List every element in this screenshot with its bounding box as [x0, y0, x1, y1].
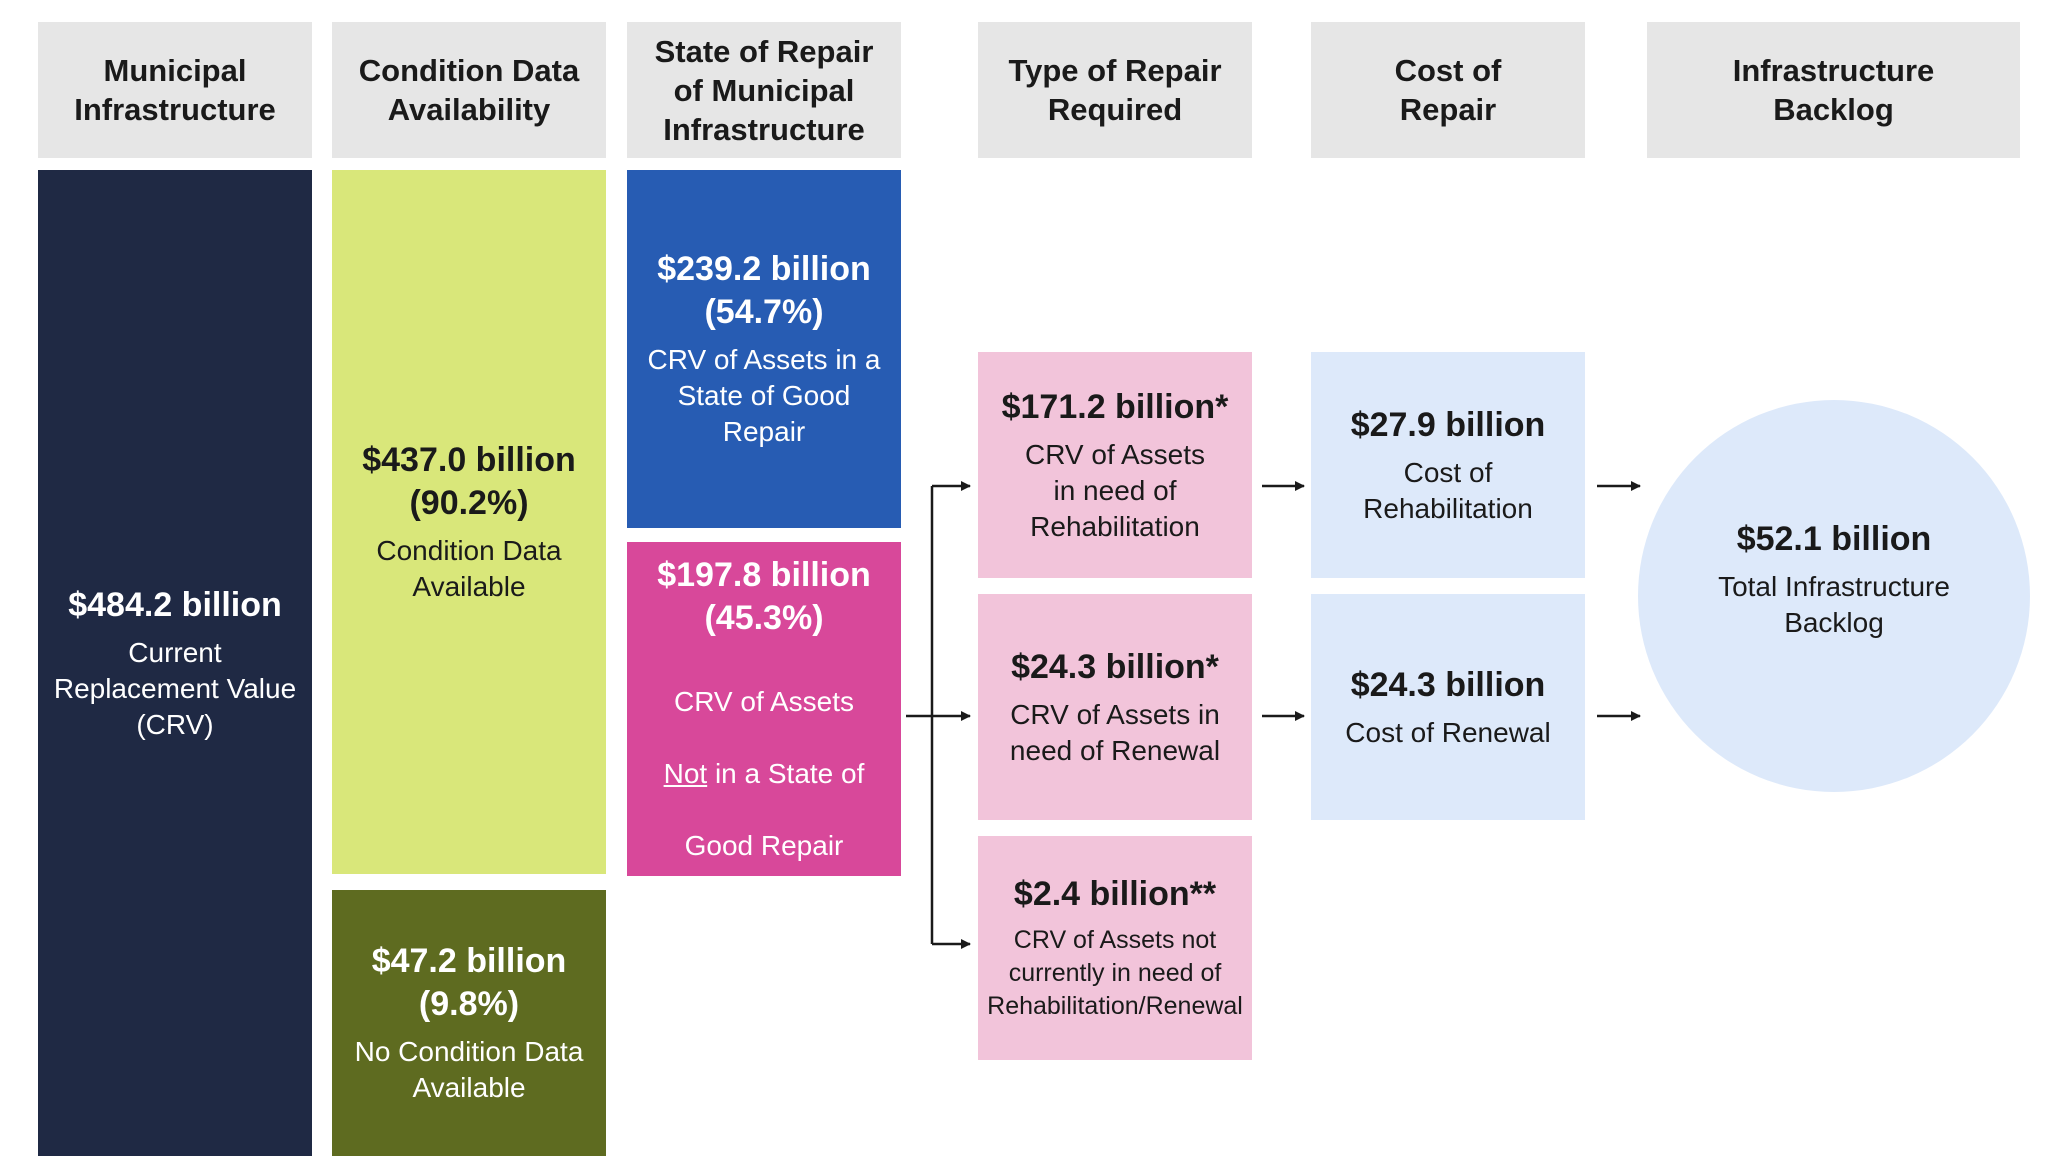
crv-total-box: $484.2 billion Current Replacement Value…: [38, 170, 312, 1156]
header-type-of-repair: Type of Repair Required: [978, 22, 1252, 158]
renewal-need-label: CRV of Assets in need of Renewal: [1009, 698, 1221, 766]
not-good-repair-amount: $197.8 billion (45.3%): [657, 556, 871, 637]
cost-rehabilitation-amount: $27.9 billion: [1350, 405, 1546, 444]
no-condition-amount: $47.2 billion (9.8%): [371, 942, 567, 1023]
header-cost-of-repair: Cost of Repair: [1311, 22, 1585, 158]
header-municipal-infrastructure: Municipal Infrastructure: [38, 22, 312, 158]
header-condition-data-availability: Condition Data Availability: [332, 22, 606, 158]
total-backlog-label: Total Infrastructure Backlog: [1718, 570, 1950, 638]
total-backlog-circle: $52.1 billion Total Infrastructure Backl…: [1638, 400, 2030, 792]
cost-rehabilitation-box: $27.9 billion Cost of Rehabilitation: [1311, 352, 1585, 578]
no-condition-label: No Condition Data Available: [354, 1036, 584, 1103]
cost-renewal-box: $24.3 billion Cost of Renewal: [1311, 594, 1585, 820]
not-emphasis: Not: [663, 758, 708, 789]
condition-available-amount: $437.0 billion (90.2%): [362, 441, 576, 522]
header-infrastructure-backlog: Infrastructure Backlog: [1647, 22, 2020, 158]
condition-data-available-box: $437.0 billion (90.2%) Condition Data Av…: [332, 170, 606, 874]
rehabilitation-need-box: $171.2 billion* CRV of Assets in need of…: [978, 352, 1252, 578]
renewal-need-box: $24.3 billion* CRV of Assets in need of …: [978, 594, 1252, 820]
not-good-repair-label-line2: in a State of: [707, 758, 865, 789]
good-repair-amount: $239.2 billion (54.7%): [657, 250, 871, 331]
good-repair-label: CRV of Assets in a State of Good Repair: [647, 344, 881, 447]
rehabilitation-need-amount: $171.2 billion*: [1001, 387, 1229, 426]
total-backlog-amount: $52.1 billion: [1736, 519, 1932, 558]
crv-label: Current Replacement Value (CRV): [53, 636, 297, 740]
not-good-repair-label: CRV of Assets Not in a State of Good Rep…: [664, 648, 865, 864]
no-repair-need-amount: $2.4 billion**: [1013, 875, 1217, 913]
cost-renewal-amount: $24.3 billion: [1350, 665, 1546, 704]
not-good-repair-label-line3: Good Repair: [684, 830, 844, 861]
crv-amount: $484.2 billion: [68, 585, 282, 624]
condition-available-label: Condition Data Available: [376, 535, 562, 602]
good-repair-box: $239.2 billion (54.7%) CRV of Assets in …: [627, 170, 901, 528]
not-good-repair-label-line1: CRV of Assets: [673, 686, 854, 717]
not-good-repair-box: $197.8 billion (45.3%) CRV of Assets Not…: [627, 542, 901, 876]
no-condition-data-box: $47.2 billion (9.8%) No Condition Data A…: [332, 890, 606, 1156]
rehabilitation-need-label: CRV of Assets in need of Rehabilitation: [1024, 438, 1205, 542]
cost-renewal-label: Cost of Renewal: [1345, 716, 1551, 748]
cost-rehabilitation-label: Cost of Rehabilitation: [1363, 456, 1533, 524]
renewal-need-amount: $24.3 billion*: [1011, 647, 1219, 686]
header-state-of-repair: State of Repair of Municipal Infrastruct…: [627, 22, 901, 158]
no-repair-need-label: CRV of Assets not currently in need of R…: [987, 926, 1243, 1020]
no-repair-need-box: $2.4 billion** CRV of Assets not current…: [978, 836, 1252, 1060]
